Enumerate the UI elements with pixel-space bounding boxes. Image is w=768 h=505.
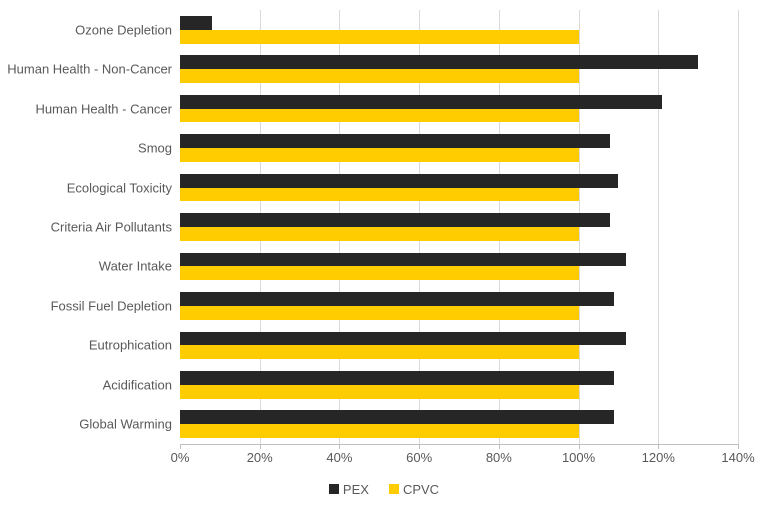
bar-pex	[180, 213, 610, 227]
category-label: Smog	[138, 141, 180, 156]
category-label: Fossil Fuel Depletion	[51, 298, 180, 313]
bar-pex	[180, 292, 614, 306]
bar-pex	[180, 371, 614, 385]
category-group: Human Health - Non-Cancer	[180, 49, 738, 88]
chart-legend: PEX CPVC	[0, 482, 768, 498]
plot-area: 0%20%40%60%80%100%120%140%Ozone Depletio…	[180, 10, 738, 445]
chart-container: 0% 20% 40% 60% 80% 100% 120% 140% Ozone Depletio…	[0, 0, 768, 505]
gridline	[738, 10, 739, 444]
category-group: Eutrophication	[180, 326, 738, 365]
category-group: Criteria Air Pollutants	[180, 207, 738, 246]
bar-cpvc	[180, 345, 579, 359]
bar-pex	[180, 55, 698, 69]
bar-cpvc	[180, 109, 579, 123]
category-group: Fossil Fuel Depletion	[180, 286, 738, 325]
category-label: Criteria Air Pollutants	[51, 219, 180, 234]
category-label: Human Health - Cancer	[35, 101, 180, 116]
legend-item: PEX	[329, 482, 369, 497]
bar-cpvc	[180, 148, 579, 162]
legend-label: CPVC	[403, 482, 439, 497]
bar-cpvc	[180, 385, 579, 399]
legend-swatch	[329, 484, 339, 494]
x-tick-label: 40%	[326, 444, 352, 465]
bar-cpvc	[180, 227, 579, 241]
category-label: Ozone Depletion	[75, 22, 180, 37]
x-tick-label: 20%	[247, 444, 273, 465]
x-tick-label: 60%	[406, 444, 432, 465]
bar-pex	[180, 174, 618, 188]
category-label: Eutrophication	[89, 338, 180, 353]
bar-pex	[180, 253, 626, 267]
category-group: Water Intake	[180, 247, 738, 286]
x-tick-label: 120%	[642, 444, 675, 465]
bar-pex	[180, 410, 614, 424]
bar-cpvc	[180, 188, 579, 202]
x-tick-label: 0%	[171, 444, 190, 465]
x-tick-label: 140%	[721, 444, 754, 465]
bar-cpvc	[180, 306, 579, 320]
legend-item: CPVC	[389, 482, 439, 497]
category-group: Ecological Toxicity	[180, 168, 738, 207]
bar-cpvc	[180, 30, 579, 44]
x-tick-label: 80%	[486, 444, 512, 465]
bar-cpvc	[180, 69, 579, 83]
bar-pex	[180, 332, 626, 346]
legend-swatch	[389, 484, 399, 494]
x-tick-label: 100%	[562, 444, 595, 465]
legend-label: PEX	[343, 482, 369, 497]
category-label: Water Intake	[99, 259, 180, 274]
bar-pex	[180, 95, 662, 109]
category-label: Global Warming	[79, 417, 180, 432]
category-label: Human Health - Non-Cancer	[7, 62, 180, 77]
category-group: Global Warming	[180, 405, 738, 444]
bar-pex	[180, 134, 610, 148]
category-group: Smog	[180, 128, 738, 167]
bar-cpvc	[180, 424, 579, 438]
category-group: Human Health - Cancer	[180, 89, 738, 128]
category-label: Ecological Toxicity	[67, 180, 180, 195]
category-group: Ozone Depletion	[180, 10, 738, 49]
bar-pex	[180, 16, 212, 30]
category-group: Acidification	[180, 365, 738, 404]
bar-cpvc	[180, 266, 579, 280]
category-label: Acidification	[103, 377, 180, 392]
